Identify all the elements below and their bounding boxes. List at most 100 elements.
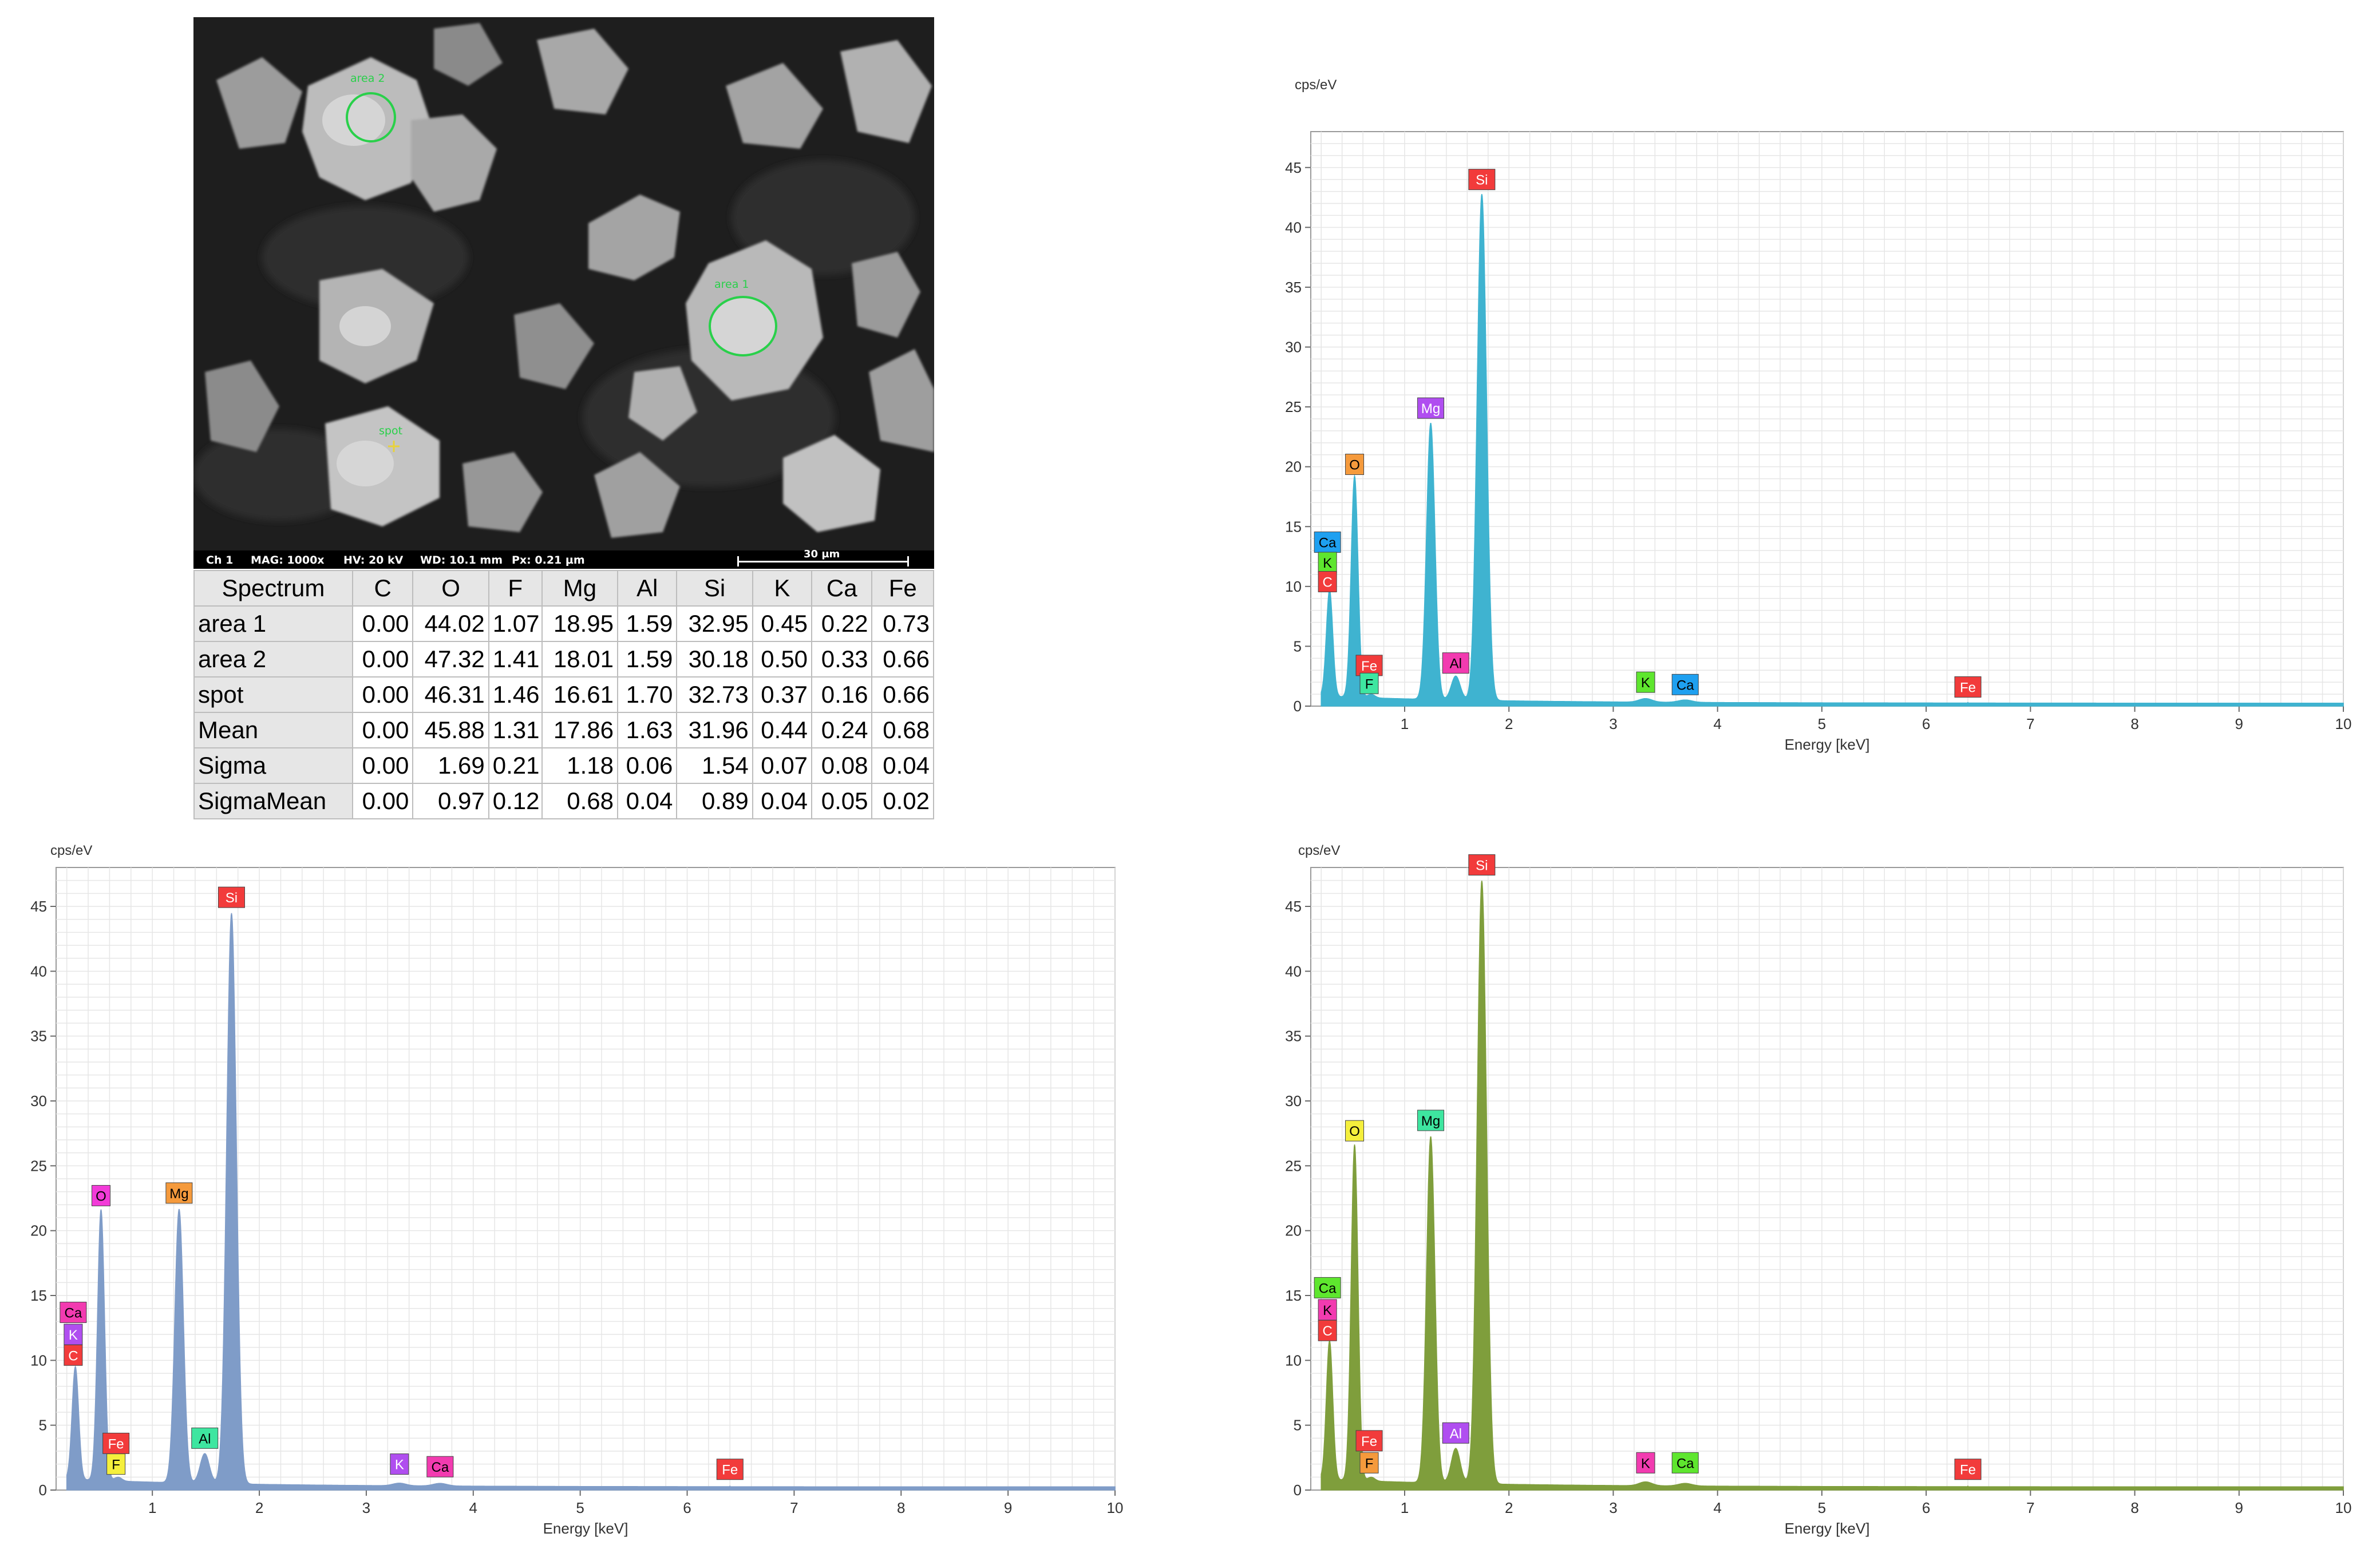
x-tick-label: 8 — [2130, 715, 2138, 732]
sem-image — [193, 17, 934, 550]
y-tick-label: 30 — [1285, 339, 1302, 356]
spectrum-series — [66, 913, 1116, 1491]
element-tag-box — [1636, 1452, 1655, 1473]
element-tag-box — [1417, 397, 1445, 419]
value-cell: 0.04 — [617, 783, 678, 819]
element-tag-text: F — [1365, 676, 1374, 692]
value-cell: 0.68 — [541, 783, 619, 819]
element-tag-text: Fe — [108, 1436, 124, 1452]
element-tag-si: Si — [1468, 169, 1496, 191]
element-tag-text: Ca — [1319, 535, 1337, 550]
element-tag-box — [1345, 453, 1365, 475]
element-tag-o: O — [1345, 1120, 1365, 1142]
x-tick-label: 3 — [1609, 1499, 1617, 1516]
value-cell: 1.59 — [617, 641, 678, 678]
element-tag-k: K — [1318, 552, 1337, 573]
element-tag-al: Al — [1442, 1422, 1469, 1444]
element-tag-text: C — [1322, 575, 1332, 590]
element-tag-box — [1636, 671, 1655, 693]
element-tag-fe: Fe — [1954, 1459, 1982, 1480]
x-tick-label: 1 — [1401, 1499, 1409, 1516]
y-tick-label: 35 — [1285, 279, 1302, 296]
element-tag-box — [106, 1453, 126, 1475]
value-cell: 0.00 — [351, 747, 414, 784]
value-cell: 0.66 — [871, 641, 934, 678]
peak-point-si — [1481, 882, 1482, 884]
table-header: Si — [676, 570, 753, 607]
element-tag-o: O — [1345, 453, 1365, 475]
value-cell: 0.66 — [871, 676, 934, 713]
element-tag-box — [60, 1301, 87, 1323]
spot-marker — [388, 441, 400, 452]
y-tick-label: 25 — [30, 1157, 47, 1174]
peak-point-ca — [1685, 1483, 1686, 1484]
sem-scale-bar — [737, 561, 909, 562]
value-cell: 0.33 — [811, 641, 873, 678]
y-tick-label: 30 — [1285, 1092, 1302, 1110]
value-cell: 1.46 — [488, 676, 543, 713]
y-tick-label: 5 — [39, 1417, 47, 1434]
area-1-marker — [709, 296, 777, 356]
value-cell: 31.96 — [676, 712, 753, 748]
element-tag-text: Ca — [65, 1305, 82, 1321]
element-tag-f: F — [106, 1453, 126, 1475]
sem-magnification: MAG: 1000x — [251, 554, 325, 566]
element-tag-o: O — [91, 1184, 110, 1206]
element-tag-box — [1314, 531, 1341, 553]
element-tag-box — [1954, 1459, 1982, 1480]
spectrum-chart-area-1: 1 2 3 4 5 6 7 8 9 10051015202530354045cps/eVEnerg… — [1285, 77, 2351, 753]
element-tag-text: F — [112, 1457, 120, 1473]
y-tick-label: 35 — [1285, 1028, 1302, 1045]
table-row: area 1 0.00 44.02 1.07 18.95 1.59 32.95 0.45 0.2… — [193, 605, 934, 642]
element-tag-box — [1442, 1422, 1469, 1444]
peak-point-si — [1481, 195, 1482, 197]
value-cell: 32.95 — [676, 605, 753, 642]
y-tick-label: 0 — [1294, 698, 1302, 715]
x-tick-label: 9 — [1004, 1499, 1012, 1516]
table-body: area 1 0.00 44.02 1.07 18.95 1.59 32.95 0.45 0.2… — [193, 605, 934, 819]
table-header: Al — [617, 570, 678, 607]
spectrum-series — [1321, 194, 2344, 707]
element-tag-mg: Mg — [1417, 1110, 1445, 1131]
spectrum-name-cell: Sigma — [193, 747, 353, 784]
element-tag-box — [1359, 672, 1379, 694]
peak-point-mg — [178, 1211, 180, 1213]
y-axis-label: cps/eV — [1298, 843, 1340, 858]
peak-point-c — [1329, 595, 1330, 597]
element-tag-text: K — [395, 1457, 404, 1473]
value-cell: 0.50 — [752, 641, 813, 678]
peak-point-c — [74, 1373, 76, 1374]
value-cell: 18.95 — [541, 605, 619, 642]
value-cell: 1.63 — [617, 712, 678, 748]
table-header: Mg — [541, 570, 619, 607]
y-axis-label: cps/eV — [50, 843, 92, 858]
element-tag-box — [191, 1427, 219, 1449]
element-tag-mg: Mg — [165, 1182, 193, 1204]
y-tick-label: 5 — [1294, 1417, 1302, 1434]
value-cell: 0.06 — [617, 747, 678, 784]
y-tick-label: 25 — [1285, 398, 1302, 415]
value-cell: 16.61 — [541, 676, 619, 713]
peak-point-f — [1370, 698, 1372, 700]
spectrum-name-cell: area 1 — [193, 605, 353, 642]
value-cell: 0.16 — [811, 676, 873, 713]
x-tick-label: 8 — [897, 1499, 905, 1516]
element-tag-text: Fe — [722, 1463, 738, 1478]
element-tag-box — [1359, 1452, 1379, 1473]
sem-channel: Ch 1 — [206, 554, 234, 566]
element-tag-box — [165, 1182, 193, 1204]
value-cell: 0.12 — [488, 783, 543, 819]
element-tag-box — [426, 1456, 454, 1477]
spectrum-series — [1321, 880, 2344, 1491]
spot-label: spot — [379, 425, 403, 437]
area-2-marker — [346, 92, 396, 142]
element-tag-text: Al — [1450, 656, 1462, 672]
element-tag-si: Si — [1468, 854, 1496, 875]
element-tag-box — [64, 1324, 83, 1345]
y-axis-label: cps/eV — [1295, 77, 1337, 93]
table-row: Mean 0.00 45.88 1.31 17.86 1.63 31.96 0.44 0.24 0… — [193, 712, 934, 748]
table-header: Ca — [811, 570, 873, 607]
x-axis-label: Energy [keV] — [543, 1520, 628, 1537]
element-tag-text: O — [1349, 1124, 1360, 1139]
value-cell: 30.18 — [676, 641, 753, 678]
